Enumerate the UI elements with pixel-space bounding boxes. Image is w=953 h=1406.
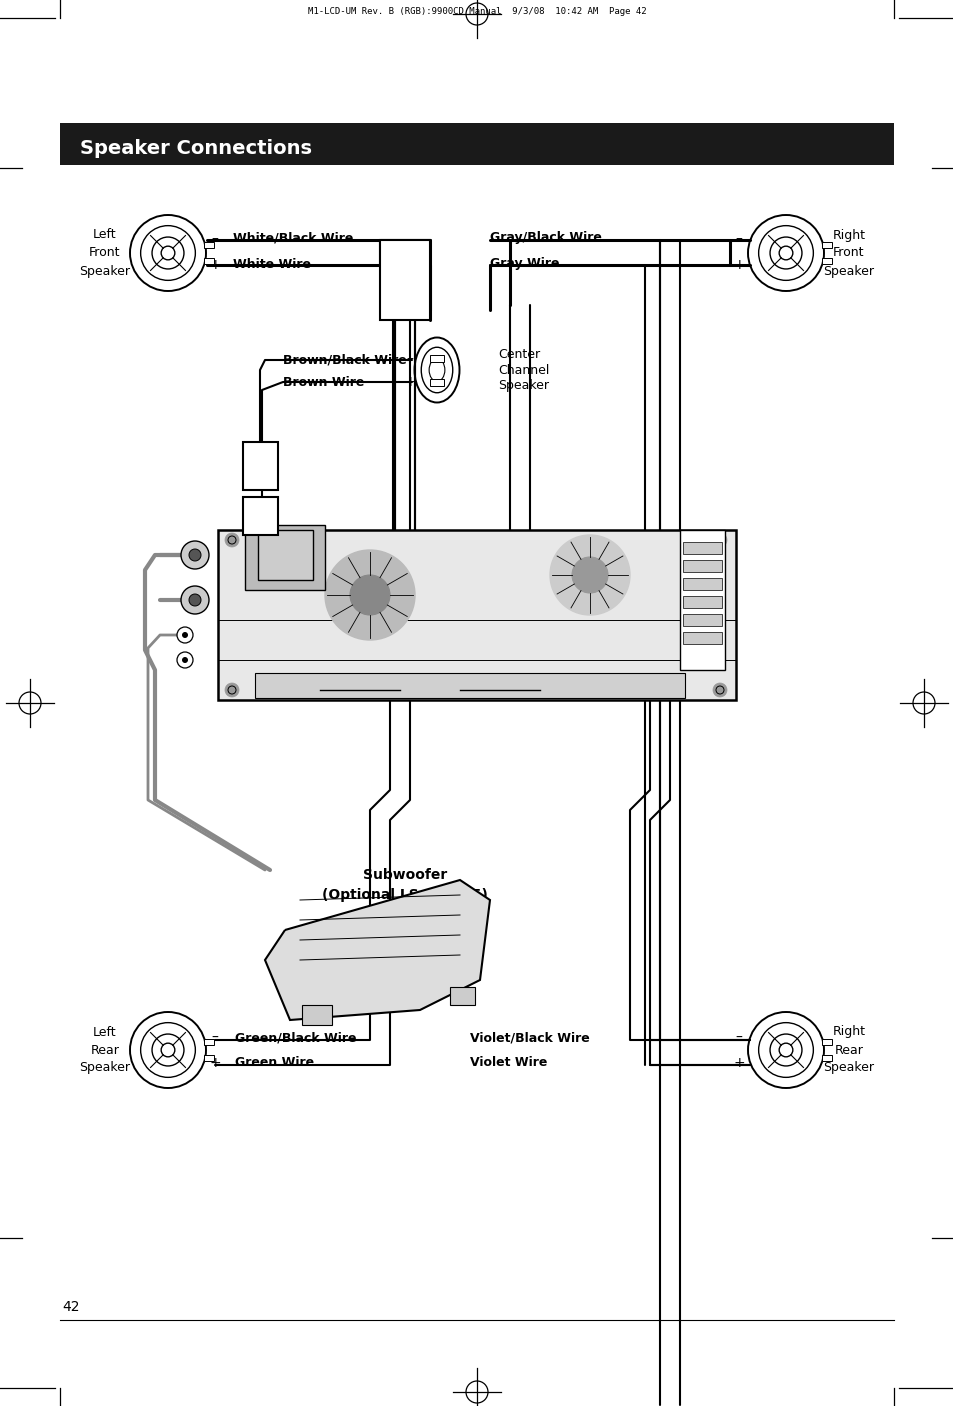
Text: Speaker: Speaker bbox=[497, 378, 548, 391]
Text: Speaker: Speaker bbox=[79, 264, 131, 277]
Text: (Optional LS-SUB-75): (Optional LS-SUB-75) bbox=[322, 889, 487, 903]
Bar bbox=[257, 530, 313, 581]
Bar bbox=[682, 578, 721, 591]
Bar bbox=[821, 242, 831, 247]
Bar bbox=[679, 530, 724, 671]
Text: +: + bbox=[733, 1056, 744, 1070]
Circle shape bbox=[225, 533, 239, 547]
Text: –: – bbox=[735, 1031, 741, 1045]
Bar bbox=[204, 1039, 213, 1045]
Text: M1-LCD-UM Rev. B (RGB):9900CD Manual  9/3/08  10:42 AM  Page 42: M1-LCD-UM Rev. B (RGB):9900CD Manual 9/3… bbox=[308, 7, 645, 17]
Text: Rear: Rear bbox=[91, 1043, 119, 1056]
Bar bbox=[821, 1054, 831, 1062]
Text: Center: Center bbox=[497, 349, 539, 361]
Bar bbox=[254, 673, 684, 697]
Circle shape bbox=[177, 627, 193, 643]
Text: Rear: Rear bbox=[834, 1043, 862, 1056]
Circle shape bbox=[712, 683, 726, 697]
Bar bbox=[218, 530, 735, 700]
Circle shape bbox=[550, 536, 629, 614]
Text: Speaker: Speaker bbox=[822, 1062, 874, 1074]
Text: +: + bbox=[733, 257, 744, 271]
Text: –: – bbox=[406, 353, 413, 367]
Bar bbox=[204, 242, 213, 247]
Text: Speaker: Speaker bbox=[822, 264, 874, 277]
Circle shape bbox=[572, 557, 607, 593]
Circle shape bbox=[181, 586, 209, 614]
Bar bbox=[204, 257, 213, 264]
PathPatch shape bbox=[265, 880, 490, 1019]
Bar bbox=[243, 441, 277, 491]
Bar bbox=[682, 541, 721, 554]
Bar bbox=[682, 596, 721, 607]
Text: Green Wire: Green Wire bbox=[234, 1056, 314, 1070]
Text: Speaker: Speaker bbox=[79, 1062, 131, 1074]
Text: Channel: Channel bbox=[497, 364, 549, 377]
Text: Left: Left bbox=[93, 229, 116, 242]
Circle shape bbox=[325, 550, 415, 640]
Bar bbox=[60, 122, 893, 165]
Bar bbox=[821, 257, 831, 264]
Bar bbox=[450, 987, 475, 1005]
Text: Subwoofer: Subwoofer bbox=[362, 868, 447, 882]
Text: Front: Front bbox=[832, 246, 863, 260]
Bar bbox=[245, 524, 325, 591]
Circle shape bbox=[189, 593, 201, 606]
Circle shape bbox=[712, 533, 726, 547]
Text: +: + bbox=[404, 375, 416, 389]
Text: Left: Left bbox=[93, 1025, 116, 1039]
Text: +: + bbox=[209, 1056, 220, 1070]
Text: Brown/Black Wire: Brown/Black Wire bbox=[283, 353, 406, 367]
Text: Violet Wire: Violet Wire bbox=[470, 1056, 547, 1070]
Text: Gray/Black Wire: Gray/Black Wire bbox=[490, 232, 601, 245]
Text: 42: 42 bbox=[62, 1301, 79, 1315]
Circle shape bbox=[189, 548, 201, 561]
Bar bbox=[204, 1054, 213, 1062]
Bar bbox=[430, 378, 443, 385]
Text: White Wire: White Wire bbox=[233, 257, 311, 270]
Text: Violet/Black Wire: Violet/Black Wire bbox=[470, 1032, 589, 1045]
Bar bbox=[302, 1005, 332, 1025]
Text: Brown Wire: Brown Wire bbox=[283, 375, 364, 388]
Circle shape bbox=[225, 683, 239, 697]
Text: White/Black Wire: White/Black Wire bbox=[233, 232, 353, 245]
Text: Speaker Connections: Speaker Connections bbox=[80, 139, 312, 157]
Circle shape bbox=[182, 633, 188, 638]
Circle shape bbox=[182, 657, 188, 664]
Bar bbox=[682, 633, 721, 644]
Text: Green/Black Wire: Green/Black Wire bbox=[234, 1032, 356, 1045]
Bar bbox=[379, 240, 430, 321]
Text: Right: Right bbox=[832, 1025, 864, 1039]
Text: –: – bbox=[735, 233, 741, 247]
Bar bbox=[682, 614, 721, 626]
Bar bbox=[821, 1039, 831, 1045]
Bar bbox=[682, 560, 721, 572]
Text: +: + bbox=[209, 257, 220, 271]
Circle shape bbox=[177, 652, 193, 668]
Text: –: – bbox=[212, 1031, 218, 1045]
Bar bbox=[430, 354, 443, 361]
Text: Front: Front bbox=[90, 246, 121, 260]
Text: Right: Right bbox=[832, 229, 864, 242]
Circle shape bbox=[181, 541, 209, 569]
Text: Gray Wire: Gray Wire bbox=[490, 257, 558, 270]
Bar bbox=[243, 496, 277, 536]
Text: –: – bbox=[212, 233, 218, 247]
Circle shape bbox=[350, 575, 390, 614]
